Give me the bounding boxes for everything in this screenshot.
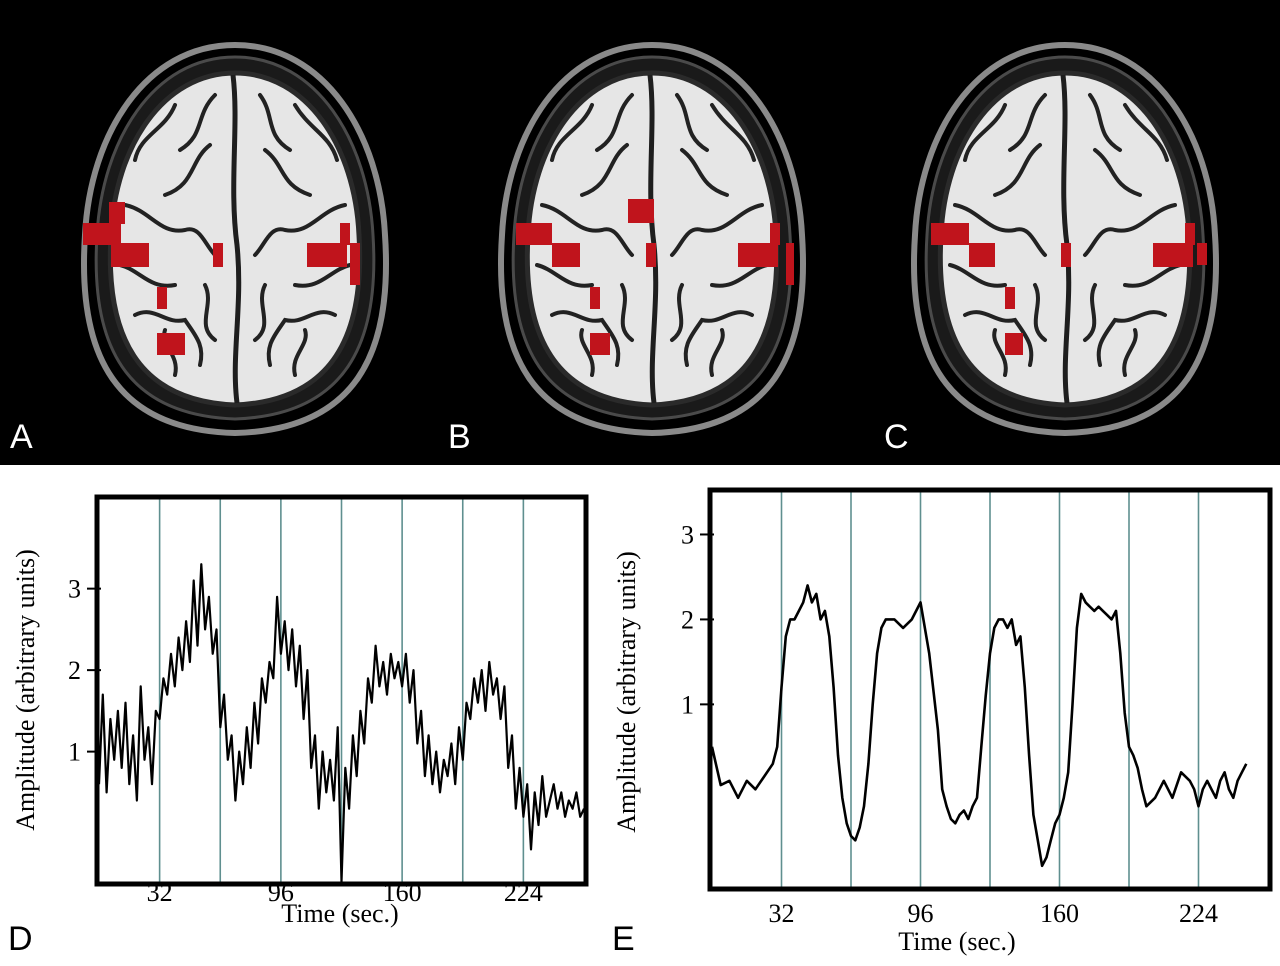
chartE-x-tick-label: 160 [1040,899,1079,928]
panel-label-c: C [884,418,909,456]
chart-d-trace [97,563,585,884]
chartD-x-tick-label: 96 [268,878,294,907]
activation-clusters-c [931,223,1207,355]
brain-slice-c [914,45,1216,433]
chart-e-x-ticks: 32 96 160 224 [769,899,1219,928]
activation-clusters-a [83,202,360,355]
chart-e-y-axis-title: Amplitude (arbitrary units) [612,551,641,833]
brain-image-strip [0,0,1280,465]
panel-label-e: E [612,920,635,958]
chart-e-x-axis-title: Time (sec.) [898,927,1015,956]
chartE-x-tick-label: 32 [769,899,795,928]
chart-d-x-ticks: 32 96 160 224 [147,878,543,907]
chartD-x-tick-label: 160 [383,878,422,907]
brain-slice-a [83,45,386,433]
chart-d-x-axis-title: Time (sec.) [281,899,398,928]
chart-e-frame [707,487,1273,892]
chartE-y-tick-label: 1 [681,690,694,719]
chartD-y-tick-label: 1 [68,738,81,767]
chartE-x-tick-label: 96 [908,899,934,928]
chartE-x-tick-label: 224 [1179,899,1218,928]
brain-slice-b [501,45,803,433]
chart-d-y-axis-title: Amplitude (arbitrary units) [11,549,40,831]
chartD-y-tick-label: 2 [68,656,81,685]
chartD-x-tick-label: 32 [147,878,173,907]
panel-label-d: D [8,920,33,958]
chartD-y-tick-label: 3 [68,575,81,604]
brain-slices [0,0,1280,465]
panel-label-a: A [10,418,33,456]
activation-clusters-b [516,199,794,355]
chart-d-y-ticks: 1 2 3 [68,575,101,767]
panel-label-b: B [448,418,471,456]
chart-e-block-lines [780,492,1200,887]
chart-e-y-ticks: 1 2 3 [681,520,714,719]
chart-d-frame [94,494,589,887]
chart-d-block-lines [158,499,525,882]
chartE-y-tick-label: 3 [681,520,694,549]
chartE-y-tick-label: 2 [681,605,694,634]
chart-e-trace [710,584,1248,868]
chartD-x-tick-label: 224 [504,878,543,907]
